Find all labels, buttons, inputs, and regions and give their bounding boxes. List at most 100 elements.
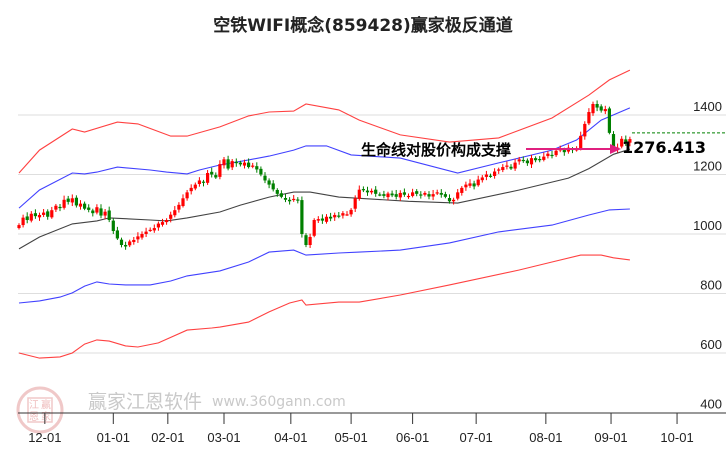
candle-body [415,191,419,194]
candle-body [382,194,386,196]
candle-body [83,203,87,209]
x-tick-label: 02-01 [151,430,184,445]
candle [29,211,33,223]
candle [488,173,493,178]
candle-body [534,158,538,161]
candle-body [300,200,304,234]
candle [476,175,480,187]
candle-body [58,206,62,209]
watermark-seal-char: 江 [29,399,39,411]
candle-body [439,192,443,195]
candle-body [247,162,251,168]
candle-body [628,139,632,143]
candle [324,214,329,224]
x-tick-label: 05-01 [334,430,367,445]
candle [529,154,534,168]
watermark-seal-logo [16,386,64,434]
candle [349,208,353,217]
annotation-value: 1276.413 [622,138,706,157]
candle [66,195,70,205]
candle [447,194,452,204]
candle [210,167,214,178]
candle-body [33,213,37,217]
candle-body [296,199,300,201]
candle [304,233,308,248]
candle-body [464,184,468,188]
candle [50,206,54,219]
candle-body [103,211,107,216]
candle-body [316,219,320,221]
candle [201,179,206,187]
candle-body [193,184,197,189]
candle-body [21,217,25,226]
candle [111,218,115,234]
x-tick-label: 04-01 [274,430,307,445]
candle-body [460,187,464,193]
band-lower-extreme [18,254,630,359]
candle-body [345,214,349,216]
candle [607,106,611,135]
candle [452,197,456,205]
candle-body [226,159,230,169]
candle-body [456,192,460,199]
candle-body [370,190,374,193]
candle-body [517,159,521,162]
candle [374,186,378,197]
candle-body [320,218,324,221]
candle [484,170,488,181]
x-tick-label: 09-01 [594,430,627,445]
candle-body [304,235,308,246]
candle [128,239,132,248]
candle [197,177,201,187]
candle-body [427,194,431,197]
candle-body [263,175,267,181]
candle-body [144,231,148,234]
candle [480,175,484,183]
candle-body [177,204,181,210]
candle [156,221,160,231]
candle [579,131,583,151]
candle [394,189,398,200]
candle [509,164,513,171]
candle [308,233,312,248]
candle-body [152,228,156,231]
candle [468,179,472,188]
candle [525,158,529,166]
candle [497,167,501,174]
candlesticks [17,100,632,250]
candle-body [25,216,29,221]
candle-body [95,207,99,213]
candle-body [579,135,583,149]
candle-body [29,213,33,221]
candle-body [91,210,95,214]
candle-body [99,208,103,216]
band-upper-extreme [18,69,631,174]
candle [124,241,128,250]
candle-body [505,165,509,167]
y-tick-label: 600 [700,337,722,352]
candle [193,182,197,191]
candle [165,218,169,225]
candle [435,189,439,196]
candle-body [37,214,42,218]
chart-title: 空铁WIFI概念(859428)赢家极反通道 [213,15,513,36]
candle-body [283,198,288,200]
candle-body [468,183,472,186]
candle [152,224,156,233]
candle-body [443,194,447,197]
candle [148,227,152,232]
candle-body [529,158,534,165]
candle-body [452,199,456,202]
watermark-seal-char: 家 [41,410,51,423]
candle [95,204,99,215]
candle [628,136,632,147]
candle-body [128,241,132,246]
candle-body [275,189,279,194]
candle [292,195,296,202]
candle [99,204,103,219]
candle-body [238,162,242,165]
candle-body [501,167,505,171]
candle [140,231,144,240]
candle-body [165,220,169,223]
